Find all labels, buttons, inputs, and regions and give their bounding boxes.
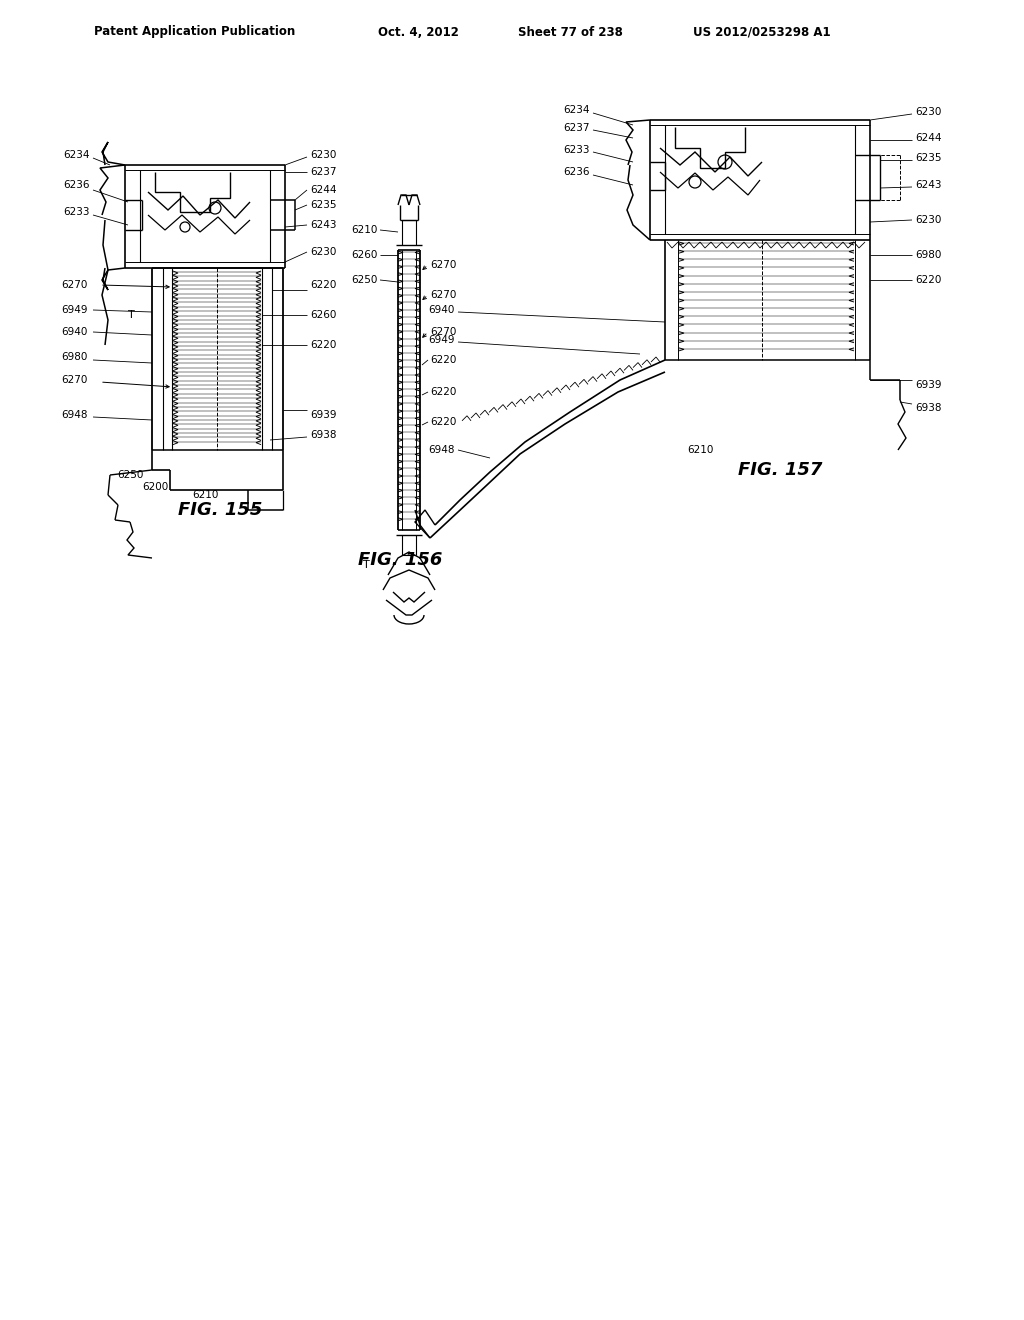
Text: 6938: 6938: [310, 430, 337, 440]
Text: 6270: 6270: [430, 327, 457, 337]
Text: 6237: 6237: [310, 168, 337, 177]
Text: 6260: 6260: [351, 249, 378, 260]
Text: 6243: 6243: [310, 220, 337, 230]
Text: 6220: 6220: [430, 417, 457, 426]
Text: 6220: 6220: [430, 355, 457, 366]
Text: FIG. 155: FIG. 155: [178, 502, 262, 519]
Text: 6270: 6270: [61, 375, 88, 385]
Text: 6220: 6220: [915, 275, 941, 285]
Text: 6250: 6250: [117, 470, 143, 480]
Text: US 2012/0253298 A1: US 2012/0253298 A1: [693, 25, 830, 38]
Text: 6244: 6244: [310, 185, 337, 195]
Text: 6234: 6234: [563, 106, 590, 115]
Text: 6210: 6210: [351, 224, 378, 235]
Text: T: T: [364, 560, 370, 570]
Text: 6210: 6210: [687, 445, 713, 455]
Text: 6236: 6236: [63, 180, 90, 190]
Text: 6244: 6244: [915, 133, 941, 143]
Text: 6200: 6200: [142, 482, 168, 492]
Text: 6940: 6940: [429, 305, 455, 315]
Text: 6939: 6939: [310, 411, 337, 420]
Text: 6236: 6236: [563, 168, 590, 177]
Text: 6237: 6237: [563, 123, 590, 133]
Text: 6230: 6230: [915, 107, 941, 117]
Text: FIG. 157: FIG. 157: [738, 461, 822, 479]
Text: 6250: 6250: [351, 275, 378, 285]
Text: 6235: 6235: [310, 201, 337, 210]
Text: Sheet 77 of 238: Sheet 77 of 238: [517, 25, 623, 38]
Text: 6940: 6940: [61, 327, 88, 337]
Text: 6260: 6260: [310, 310, 336, 319]
Text: 6230: 6230: [310, 150, 336, 160]
Text: Oct. 4, 2012: Oct. 4, 2012: [378, 25, 459, 38]
Text: 6270: 6270: [61, 280, 88, 290]
Text: T: T: [128, 310, 135, 319]
Text: FIG. 156: FIG. 156: [357, 550, 442, 569]
Text: 6243: 6243: [915, 180, 941, 190]
Text: 6220: 6220: [310, 280, 336, 290]
Text: 6220: 6220: [310, 341, 336, 350]
Text: 6980: 6980: [915, 249, 941, 260]
Text: 6230: 6230: [915, 215, 941, 224]
Text: 6948: 6948: [61, 411, 88, 420]
Text: 6230: 6230: [310, 247, 336, 257]
Text: 6949: 6949: [428, 335, 455, 345]
Text: 6938: 6938: [915, 403, 941, 413]
Text: 6233: 6233: [563, 145, 590, 154]
Text: 6949: 6949: [61, 305, 88, 315]
Text: 6233: 6233: [63, 207, 90, 216]
Text: 6939: 6939: [915, 380, 941, 389]
Text: 6210: 6210: [191, 490, 218, 500]
Text: 6270: 6270: [430, 290, 457, 300]
Text: 6270: 6270: [430, 260, 457, 271]
Text: 6948: 6948: [428, 445, 455, 455]
Text: 6234: 6234: [63, 150, 90, 160]
Text: Patent Application Publication: Patent Application Publication: [94, 25, 296, 38]
Text: 6980: 6980: [61, 352, 88, 362]
Text: 6235: 6235: [915, 153, 941, 162]
Text: 6220: 6220: [430, 387, 457, 397]
